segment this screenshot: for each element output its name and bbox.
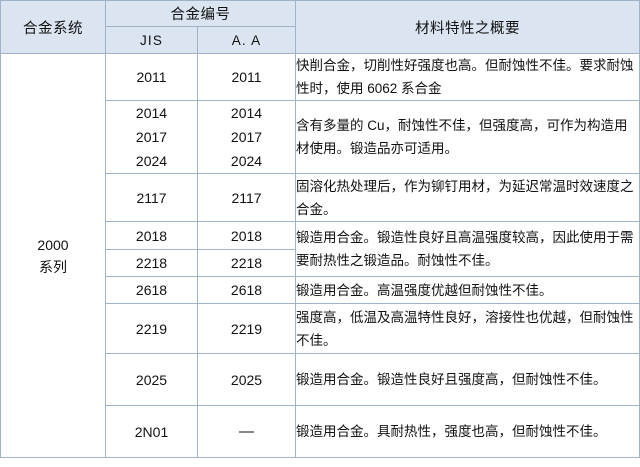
aa-number: 2014 bbox=[230, 105, 263, 121]
description-cell: 固溶化热处理后，作为铆钉用材，为延迟常温时效速度之合金。 bbox=[295, 173, 640, 222]
column-header-aa: A. A bbox=[197, 26, 296, 54]
table-header-row-secondary: JIS A. A bbox=[1, 26, 640, 54]
aa-number-cell: 2117 bbox=[197, 173, 296, 222]
aa-number: 2219 bbox=[230, 320, 263, 337]
table-row: 2618 2618 锻造用合金。高温强度优越但耐蚀性不佳。 bbox=[1, 276, 640, 304]
aa-number: 2024 bbox=[230, 153, 263, 169]
jis-number: 2017 bbox=[135, 129, 168, 145]
jis-number-cell: 2117 bbox=[105, 173, 198, 222]
alloy-system-series-number: 2000 bbox=[37, 236, 69, 253]
jis-number-cell: 2N01 bbox=[105, 405, 198, 458]
aa-number: 2218 bbox=[230, 255, 263, 271]
jis-number: 2014 bbox=[135, 105, 168, 121]
jis-number-cell: 2618 bbox=[105, 276, 198, 304]
alloy-system-cell: 2000 系列 bbox=[0, 53, 106, 458]
aa-number: 2025 bbox=[230, 371, 263, 388]
jis-number: 2018 bbox=[135, 227, 168, 244]
aa-number: 2618 bbox=[230, 282, 263, 298]
aa-number-cell: 2618 bbox=[197, 276, 296, 304]
jis-number: 2117 bbox=[136, 189, 167, 206]
aa-number-cell: 2018 bbox=[197, 221, 296, 250]
column-header-jis: JIS bbox=[105, 26, 198, 54]
description-cell: 锻造用合金。高温强度优越但耐蚀性不佳。 bbox=[295, 276, 640, 304]
jis-number-cell: 2014 2017 2024 bbox=[105, 100, 198, 174]
aa-number: 2018 bbox=[230, 227, 263, 244]
table-row: 2018 2018 锻造用合金。锻造性良好且高温强度较高，因此使用于需要耐热性之… bbox=[1, 221, 640, 277]
table-row: 2117 2117 固溶化热处理后，作为铆钉用材，为延迟常温时效速度之合金。 bbox=[1, 173, 640, 222]
aa-number-cell: 2011 bbox=[197, 53, 296, 101]
description-cell: 锻造用合金。锻造性良好且强度高，但耐蚀性不佳。 bbox=[295, 353, 640, 406]
aa-number: 2117 bbox=[231, 189, 262, 206]
table-header-row-primary: 合金系统 合金编号 材料特性之概要 bbox=[0, 0, 640, 54]
aa-number-cell: 2218 bbox=[197, 249, 296, 277]
table-row: 2014 2017 2024 2014 2017 2024 含有多量的 Cu，耐… bbox=[1, 100, 640, 174]
jis-number-cell: 2219 bbox=[105, 303, 198, 354]
jis-number-cell: 2218 bbox=[105, 249, 198, 277]
jis-number-cell: 2011 bbox=[105, 53, 198, 101]
aa-number-empty-dash: — bbox=[239, 422, 254, 440]
jis-number: 2N01 bbox=[134, 423, 169, 440]
table-header: 合金系统 合金编号 材料特性之概要 JIS A. A bbox=[0, 0, 640, 54]
aa-number-cell: — bbox=[197, 405, 296, 458]
aa-number: 2017 bbox=[230, 129, 263, 145]
description-cell: 强度高，低温及高温特性良好，溶接性也优越，但耐蚀性不佳。 bbox=[295, 303, 640, 354]
jis-number: 2618 bbox=[135, 282, 168, 298]
jis-number: 2218 bbox=[135, 255, 168, 271]
column-header-alloy-number-group: 合金编号 bbox=[105, 0, 296, 27]
jis-number-cell: 2018 bbox=[105, 221, 198, 250]
description-cell: 快削合金，切削性好强度也高。但耐蚀性不佳。要求耐蚀性时，使用 6062 系合金 bbox=[295, 53, 640, 101]
aa-number-cell: 2219 bbox=[197, 303, 296, 354]
alloy-system-series-word: 系列 bbox=[39, 258, 67, 275]
table-body: 2000 系列 2011 2011 快削合金，切削性好强度也高。但耐蚀性不佳。要… bbox=[0, 53, 640, 458]
jis-number: 2219 bbox=[135, 320, 168, 337]
description-cell: 含有多量的 Cu，耐蚀性不佳，但强度高，可作为构造用材使用。锻造品亦可适用。 bbox=[295, 100, 640, 174]
jis-number: 2024 bbox=[135, 153, 168, 169]
jis-number-cell: 2025 bbox=[105, 353, 198, 406]
jis-number: 2011 bbox=[136, 69, 167, 85]
table-row: 2000 系列 2011 2011 快削合金，切削性好强度也高。但耐蚀性不佳。要… bbox=[0, 53, 640, 458]
aa-number-cell: 2025 bbox=[197, 353, 296, 406]
jis-number: 2025 bbox=[135, 371, 168, 388]
description-cell: 锻造用合金。具耐热性，强度也高，但耐蚀性不佳。 bbox=[295, 405, 640, 458]
table-row: 2025 2025 锻造用合金。锻造性良好且强度高，但耐蚀性不佳。 bbox=[1, 353, 640, 406]
column-header-material-properties: 材料特性之概要 bbox=[295, 0, 640, 54]
description-cell: 锻造用合金。锻造性良好且高温强度较高，因此使用于需要耐热性之锻造品。耐蚀性不佳。 bbox=[295, 221, 640, 277]
table-row: 2N01 — 锻造用合金。具耐热性，强度也高，但耐蚀性不佳。 bbox=[1, 405, 640, 458]
aa-number-cell: 2014 2017 2024 bbox=[197, 100, 296, 174]
aa-number: 2011 bbox=[231, 69, 262, 85]
column-header-alloy-system: 合金系统 bbox=[0, 0, 106, 54]
